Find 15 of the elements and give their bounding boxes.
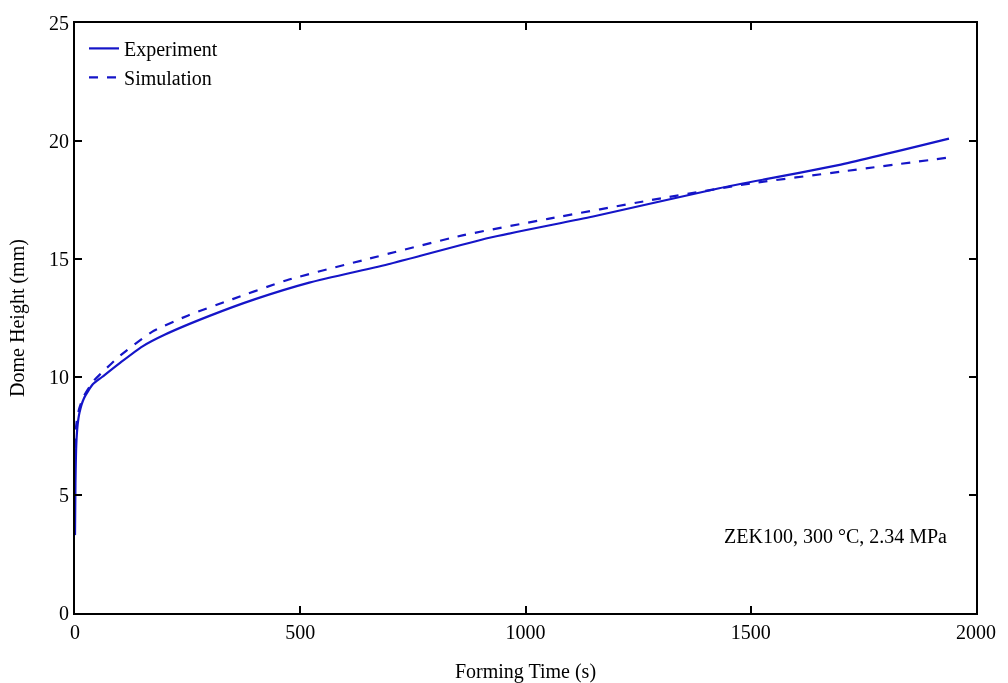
annotation: ZEK100, 300 °C, 2.34 MPa — [724, 525, 948, 547]
y-tick-label: 20 — [49, 130, 69, 152]
y-tick-label: 5 — [59, 484, 69, 506]
y-axis-title: Dome Height (mm) — [6, 239, 29, 397]
legend-label: Experiment — [124, 38, 218, 62]
x-axis-title: Forming Time (s) — [454, 660, 597, 683]
y-tick-label: 0 — [59, 602, 69, 624]
x-tick-label: 2000 — [956, 621, 996, 643]
y-tick-label: 25 — [49, 12, 69, 34]
x-tick-label: 1000 — [505, 621, 546, 643]
legend-label: Simulation — [124, 67, 212, 90]
x-tick-label: 500 — [285, 621, 316, 643]
x-tick-label: 1500 — [730, 621, 771, 643]
y-tick-label: 10 — [49, 366, 69, 388]
y-tick-label: 15 — [49, 248, 69, 270]
